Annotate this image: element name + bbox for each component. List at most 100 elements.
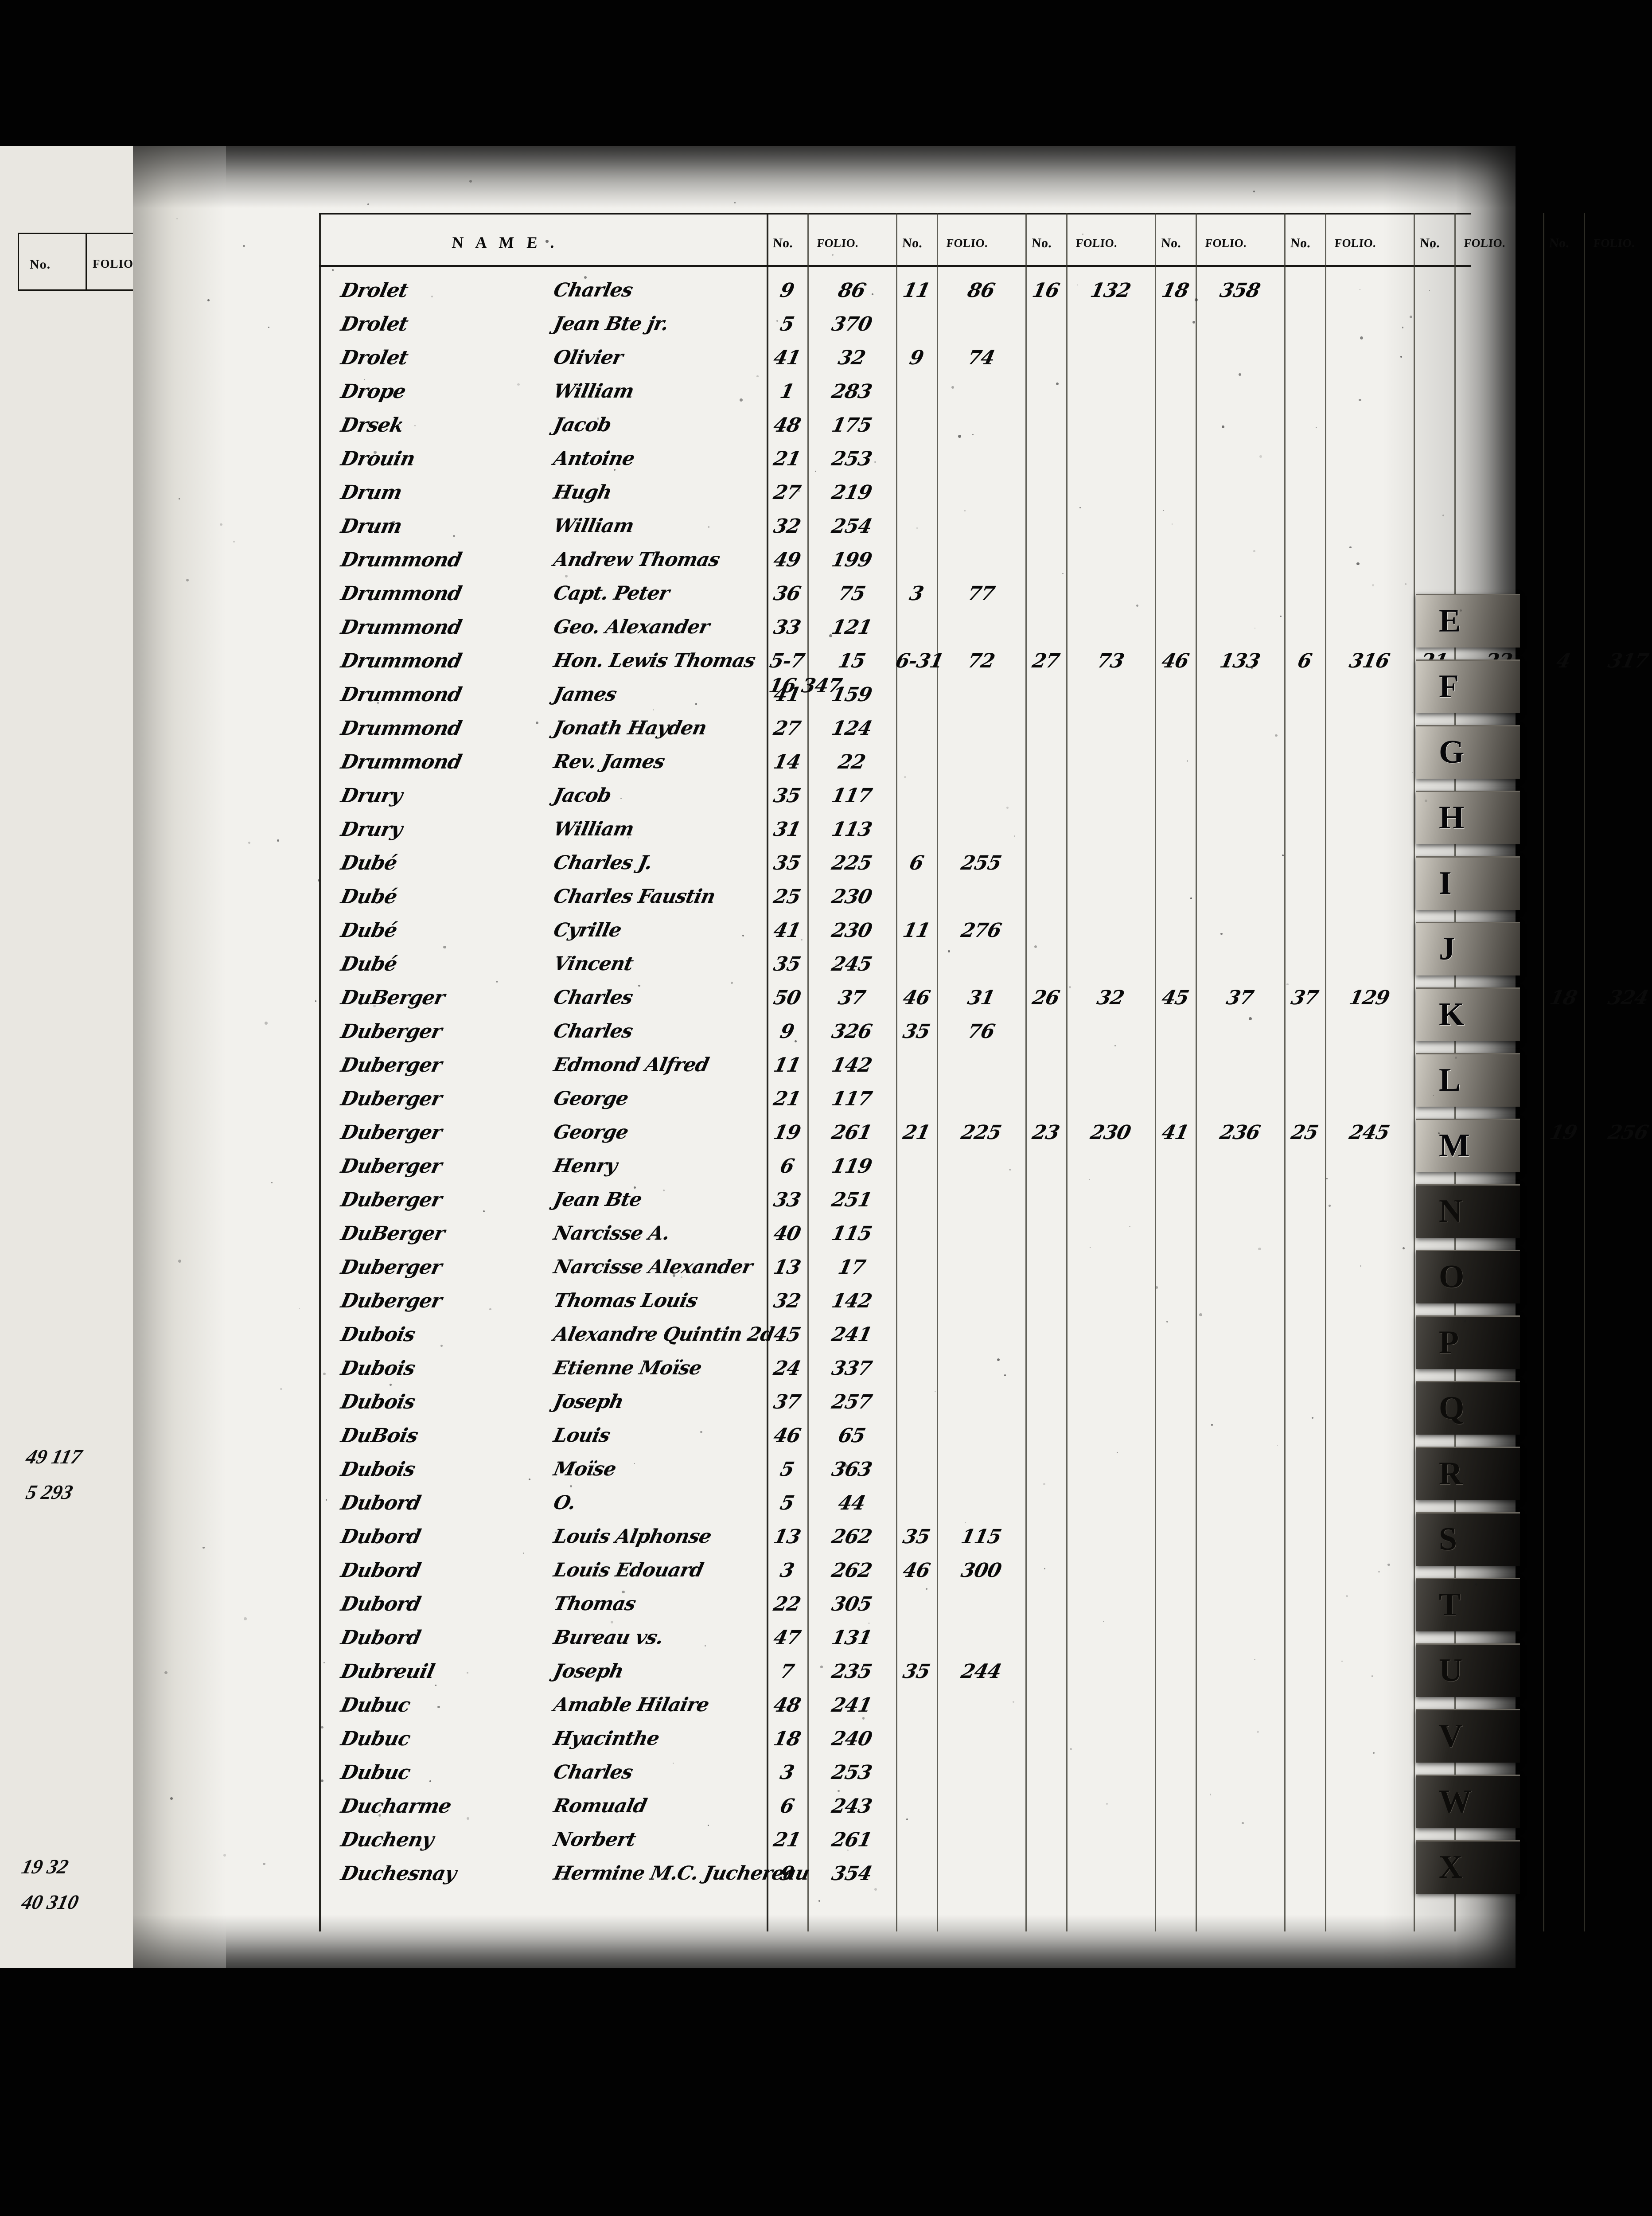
entry-no: 46 (1153, 650, 1198, 672)
entry-given-name: Narcisse Alexander (552, 1256, 755, 1278)
thumb-tab-r[interactable]: R (1416, 1447, 1520, 1500)
entry-surname: Drury (339, 818, 405, 841)
thumb-tab-p[interactable]: P (1416, 1315, 1520, 1369)
thumb-tab-k[interactable]: K (1416, 987, 1520, 1041)
scan-speck (997, 1358, 1000, 1361)
thumb-tab-f[interactable]: F (1416, 659, 1520, 713)
column-header-folio: FOLIO. (1464, 237, 1506, 250)
entry-folio: 77 (935, 582, 1028, 605)
thumb-tab-letter: J (1439, 930, 1455, 968)
entry-surname: Dubuc (339, 1728, 413, 1750)
ledger-page: N A M E . No. FOLIO. No. FOLIO. No. FOLIO. No. F… (133, 146, 1516, 1968)
table-row: Dubé Charles Faustin 25 230 (319, 886, 1471, 913)
scan-speck (1044, 1568, 1045, 1569)
thumb-tab-h[interactable]: H (1416, 791, 1520, 844)
scan-speck (280, 1388, 282, 1390)
entry-folio: 262 (805, 1559, 899, 1582)
entry-no: 6-31 (894, 650, 939, 672)
entry-folio: 363 (805, 1458, 899, 1481)
entry-folio: 142 (805, 1290, 899, 1312)
entry-surname: Drummond (339, 650, 464, 672)
entry-folio: 32 (1064, 987, 1157, 1009)
scan-speck (638, 985, 640, 987)
alphabet-thumb-index[interactable]: EFGHIJKLMNOPQRSTUVWX (1409, 594, 1520, 2101)
entry-given-name: Hyacinthe (552, 1728, 661, 1750)
table-row: Duchesnay Hermine M.C. Juchereau 9 354 (319, 1862, 1471, 1890)
scan-speck (1316, 427, 1317, 428)
entry-given-name: Hugh (552, 481, 614, 503)
scan-speck (1460, 609, 1462, 612)
entry-surname: Drum (339, 515, 404, 538)
thumb-tab-i[interactable]: I (1416, 856, 1520, 910)
scan-speck (1349, 546, 1351, 548)
entry-given-name: Jacob (552, 414, 613, 436)
thumb-tab-v[interactable]: V (1416, 1709, 1520, 1763)
table-row: Duberger Jean Bte 33 251 (319, 1189, 1471, 1217)
thumb-tab-m[interactable]: M (1416, 1119, 1520, 1172)
table-row: DuBergerCharles5037463126324537371291315… (319, 987, 1471, 1014)
entry-surname: Dubreuil (339, 1660, 436, 1683)
entry-no: 6 (894, 852, 939, 874)
entry-surname: Dubord (339, 1559, 423, 1582)
entry-given-name: William (552, 515, 636, 537)
thumb-tab-t[interactable]: T (1416, 1578, 1520, 1631)
scan-speck (326, 1499, 327, 1501)
thumb-tab-w[interactable]: W (1416, 1775, 1520, 1828)
scan-speck (906, 1818, 908, 1820)
column-header-folio: FOLIO. (1075, 237, 1118, 250)
column-header-folio: FOLIO. (1593, 237, 1635, 250)
table-row: Drummond Rev. James 14 22 (319, 751, 1471, 779)
scan-speck (935, 1391, 936, 1392)
scan-speck (653, 709, 654, 710)
scan-speck (1360, 1265, 1361, 1266)
scan-speck (622, 1591, 625, 1594)
entry-folio: 230 (1064, 1121, 1157, 1144)
thumb-tab-o[interactable]: O (1416, 1250, 1520, 1303)
table-row: Duberger Thomas Louis 32 142 (319, 1290, 1471, 1318)
thumb-tab-s[interactable]: S (1416, 1512, 1520, 1566)
scan-speck (382, 1667, 383, 1669)
entry-surname: Duberger (339, 1256, 444, 1279)
entry-given-name: Narcisse A. (552, 1222, 672, 1245)
thumb-tab-x[interactable]: X (1416, 1840, 1520, 1894)
scan-speck (663, 1190, 665, 1191)
scan-speck (1043, 1483, 1045, 1485)
scan-speck (164, 1671, 167, 1674)
entry-no: 5 (764, 1458, 810, 1481)
entry-folio: 262 (805, 1525, 899, 1548)
thumb-tab-q[interactable]: Q (1416, 1381, 1520, 1435)
table-row: Drolet Jean Bte jr. 5 370 (319, 313, 1471, 341)
column-header-folio: FOLIO. (817, 237, 859, 250)
thumb-tab-j[interactable]: J (1416, 922, 1520, 975)
scan-speck (265, 1022, 268, 1025)
entry-surname: Duberger (339, 1054, 444, 1077)
entry-no: 19 (764, 1121, 810, 1144)
entry-folio: 241 (805, 1323, 899, 1346)
thumb-tab-g[interactable]: G (1416, 725, 1520, 779)
thumb-tab-n[interactable]: N (1416, 1184, 1520, 1238)
entry-surname: Dubuc (339, 1694, 413, 1717)
entry-surname: DuBerger (339, 987, 447, 1009)
entry-folio: 276 (935, 919, 1028, 942)
entry-given-name: Charles (552, 1761, 635, 1783)
scan-speck (412, 1036, 413, 1037)
entry-given-name: Olivier (552, 347, 625, 369)
entry-surname: Duberger (339, 1088, 444, 1110)
thumb-tab-e[interactable]: E (1416, 594, 1520, 648)
entry-given-name: George (552, 1121, 630, 1143)
entry-given-name: Jean Bte jr. (552, 313, 670, 335)
column-header-no: No. (1161, 236, 1182, 251)
scan-speck (797, 489, 800, 492)
scan-speck (869, 1623, 870, 1624)
thumb-tab-l[interactable]: L (1416, 1053, 1520, 1107)
table-row: Duberger Charles 9 326 35 76 (319, 1020, 1471, 1048)
scan-speck (856, 855, 858, 858)
scan-speck (1259, 455, 1262, 458)
entry-surname: Dubord (339, 1525, 423, 1548)
entry-folio: 86 (805, 279, 899, 302)
scan-speck (414, 425, 416, 426)
scan-speck (1400, 356, 1402, 358)
entry-no: 3 (764, 1761, 810, 1784)
entry-no: 26 (1023, 987, 1069, 1009)
thumb-tab-u[interactable]: U (1416, 1643, 1520, 1697)
